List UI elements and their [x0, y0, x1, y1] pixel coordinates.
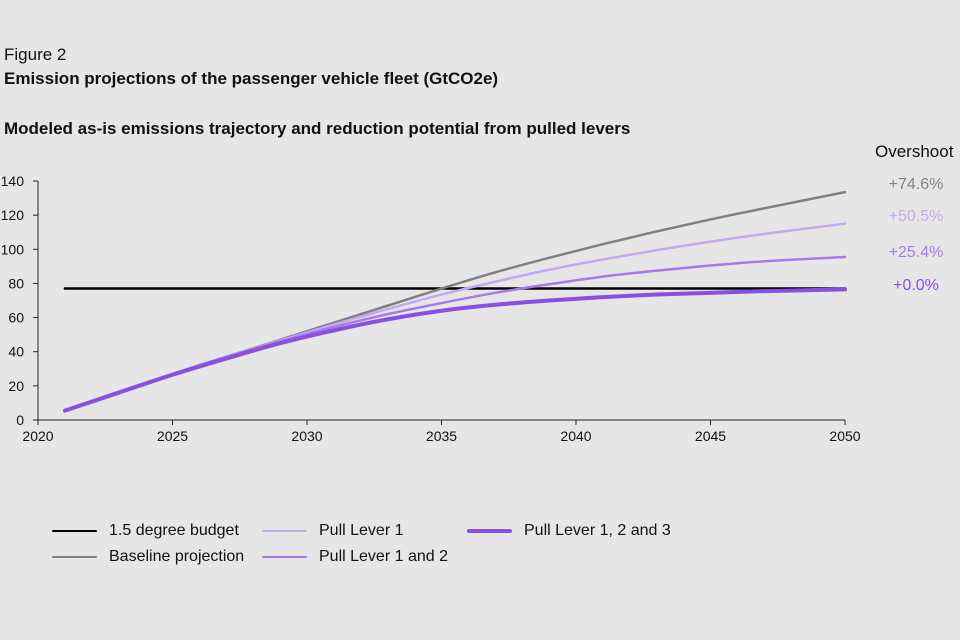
y-tick-label: 120 [1, 207, 25, 223]
x-tick-label: 2030 [291, 428, 322, 444]
y-tick-label: 20 [8, 378, 24, 394]
overshoot-label-4: +0.0% [893, 277, 939, 294]
overshoot-label-3: +25.4% [889, 244, 944, 261]
legend-item: 1.5 degree budget [52, 522, 239, 540]
y-tick-label: 100 [1, 241, 25, 257]
legend-item: Pull Lever 1 and 2 [262, 548, 448, 566]
legend-item: Pull Lever 1 [262, 522, 404, 540]
legend-label: Baseline projection [109, 548, 245, 565]
y-tick-label: 40 [8, 344, 24, 360]
legend-label: 1.5 degree budget [109, 522, 239, 539]
overshoot-label-1: +74.6% [889, 176, 944, 193]
x-tick-label: 2035 [426, 428, 457, 444]
legend-swatch [52, 529, 97, 533]
x-tick-label: 2045 [695, 428, 726, 444]
series-line-2 [63, 222, 847, 412]
legend-label: Pull Lever 1, 2 and 3 [524, 522, 671, 539]
series-line-4 [62, 287, 847, 413]
legend-item: Pull Lever 1, 2 and 3 [467, 522, 671, 540]
figure-subtitle: Modeled as-is emissions trajectory and r… [4, 119, 631, 138]
legend-label: Pull Lever 1 [319, 522, 404, 539]
overshoot-header: Overshoot [875, 142, 954, 161]
x-tick-label: 2040 [560, 428, 591, 444]
legend-item: Baseline projection [52, 548, 244, 566]
legend-swatch [262, 555, 307, 559]
x-tick-label: 2020 [22, 428, 53, 444]
x-tick-label: 2050 [829, 428, 860, 444]
legend-label: Pull Lever 1 and 2 [319, 548, 448, 565]
legend-swatch [262, 529, 307, 533]
y-tick-label: 140 [1, 173, 25, 189]
y-tick-label: 0 [16, 412, 24, 428]
overshoot-label-2: +50.5% [889, 208, 944, 225]
figure-title: Emission projections of the passenger ve… [4, 69, 499, 88]
legend-swatch [52, 555, 97, 559]
x-tick-label: 2025 [157, 428, 188, 444]
y-tick-label: 60 [8, 310, 24, 326]
legend-swatch [467, 529, 512, 533]
y-tick-label: 80 [8, 275, 24, 291]
figure-label: Figure 2 [4, 45, 67, 64]
series-line-3 [63, 255, 847, 412]
